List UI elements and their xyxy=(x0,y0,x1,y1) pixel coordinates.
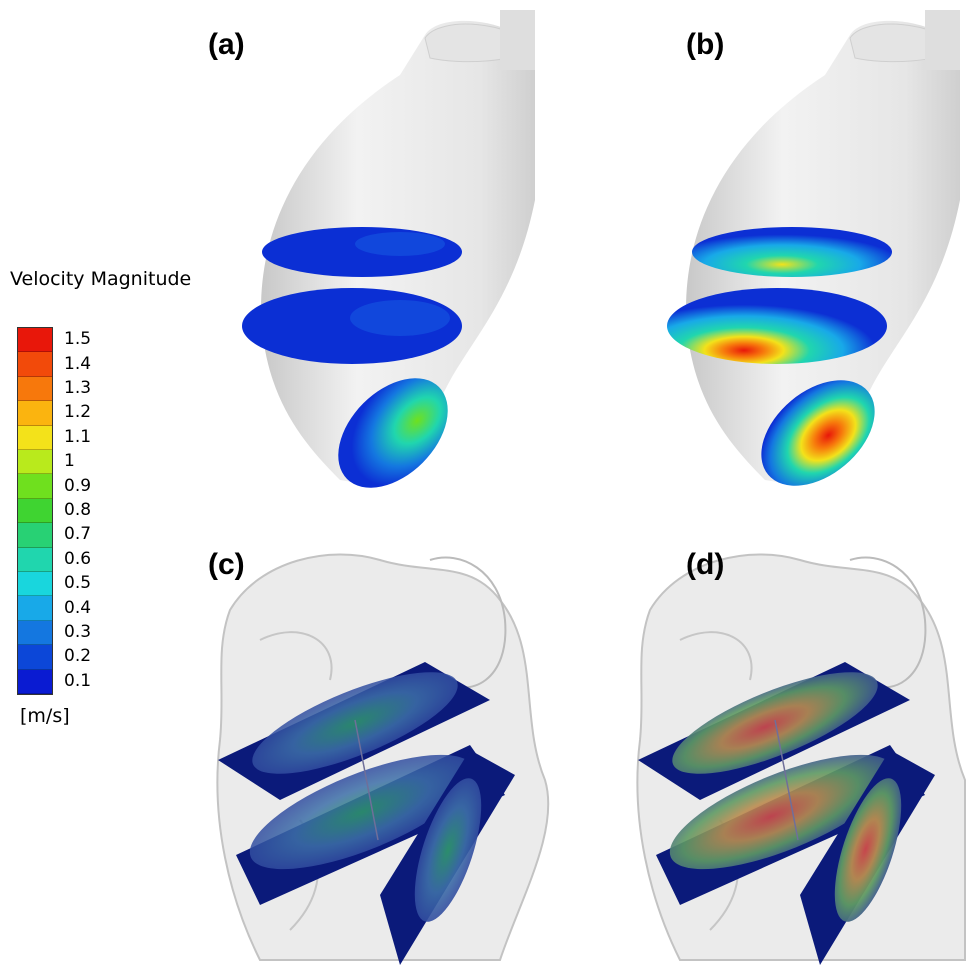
legend-swatch xyxy=(18,474,52,499)
legend-swatch xyxy=(18,669,52,694)
legend-swatch xyxy=(18,450,52,475)
legend-swatch xyxy=(18,498,52,524)
legend-tick-label: 0.5 xyxy=(64,573,92,594)
legend-unit: [m/s] xyxy=(20,705,70,727)
panel-label-d: (d) xyxy=(686,548,725,581)
legend-swatch xyxy=(18,401,52,426)
legend-tick-label: 0.7 xyxy=(64,524,92,545)
legend-colorbar xyxy=(17,327,53,695)
panel-c-mri xyxy=(216,553,550,965)
legend-tick-label: 0.9 xyxy=(64,475,92,496)
legend-tick-label: 1.2 xyxy=(64,402,92,423)
legend-tick-label: 0.4 xyxy=(64,597,92,618)
panel-label-b: (b) xyxy=(686,28,725,61)
legend-tick-label: 1.1 xyxy=(64,426,92,447)
legend-tick-label: 0.8 xyxy=(64,500,92,520)
panel-b-slice-1 xyxy=(692,227,892,277)
legend-swatch xyxy=(18,328,52,353)
panel-b-slice-2 xyxy=(667,288,887,364)
panel-d-mri xyxy=(636,553,966,965)
legend-swatch xyxy=(18,523,52,548)
legend-tick-label: 0.1 xyxy=(64,670,92,691)
panel-label-c: (c) xyxy=(208,548,245,581)
legend-swatch xyxy=(18,352,52,377)
legend-title: Velocity Magnitude xyxy=(10,268,192,290)
panel-a-vessel xyxy=(242,10,535,488)
legend-swatch xyxy=(18,547,52,572)
legend-tick-label: 0.3 xyxy=(64,622,92,642)
panel-b-vessel xyxy=(667,10,960,486)
legend-tick-label: 0.2 xyxy=(64,646,92,667)
legend-tick-label: 0.6 xyxy=(64,548,92,569)
legend-swatch xyxy=(18,596,52,621)
legend-tick-label: 1.4 xyxy=(64,353,92,374)
legend-swatch xyxy=(18,645,52,670)
legend-tick-label: 1.5 xyxy=(64,329,92,350)
panel-a-slice-3 xyxy=(338,378,448,488)
legend-swatch xyxy=(18,376,52,402)
panel-b-slice-3 xyxy=(761,380,875,486)
panel-label-a: (a) xyxy=(208,28,245,61)
legend-tick-label: 1 xyxy=(64,451,75,472)
legend-swatch xyxy=(18,620,52,646)
legend-tick-label: 1.3 xyxy=(64,378,92,398)
legend-swatch xyxy=(18,572,52,597)
legend-swatch xyxy=(18,425,52,450)
